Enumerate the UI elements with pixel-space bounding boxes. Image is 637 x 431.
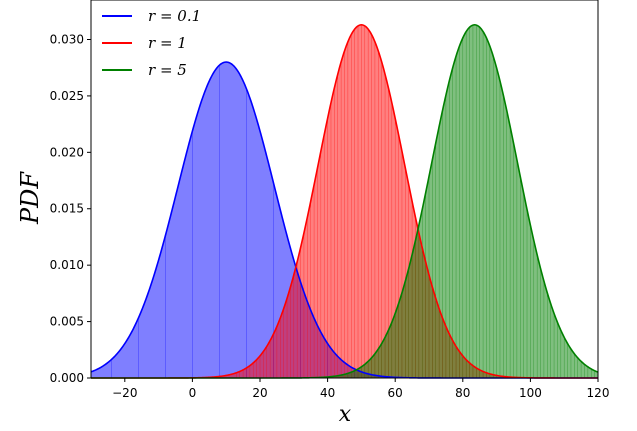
x-tick-label: 120 xyxy=(587,386,610,400)
x-tick-label: 100 xyxy=(519,386,542,400)
x-tick-label: 80 xyxy=(455,386,470,400)
plot-border xyxy=(90,0,599,379)
x-tick-label: 40 xyxy=(320,386,335,400)
y-axis-label: PDF xyxy=(16,171,44,225)
x-axis-ticks: −20 0 20 40 60 80 100 120 xyxy=(112,378,609,400)
legend: r = 0.1 r = 1 r = 5 xyxy=(102,7,201,79)
legend-label: r = 1 xyxy=(148,34,187,52)
axes-frame xyxy=(90,0,599,379)
series-2-bins xyxy=(347,25,599,378)
y-tick-label: 0.000 xyxy=(50,371,84,385)
y-tick-label: 0.030 xyxy=(50,32,84,46)
legend-label: r = 5 xyxy=(148,61,187,79)
legend-label: r = 0.1 xyxy=(148,7,201,25)
x-tick-label: 60 xyxy=(388,386,403,400)
y-tick-label: 0.020 xyxy=(50,145,84,159)
series-0-area xyxy=(91,62,598,379)
x-axis-label: x xyxy=(339,402,352,427)
y-tick-label: 0.010 xyxy=(50,258,84,272)
x-tick-label: 0 xyxy=(189,386,197,400)
x-tick-label: 20 xyxy=(252,386,267,400)
series-2-area xyxy=(91,24,598,378)
y-axis-ticks: 0.000 0.005 0.010 0.015 0.020 0.025 0.030 xyxy=(50,32,91,385)
x-tick-label: −20 xyxy=(112,386,137,400)
y-tick-label: 0.025 xyxy=(50,89,84,103)
y-tick-label: 0.005 xyxy=(50,315,84,329)
y-tick-label: 0.015 xyxy=(50,202,84,216)
